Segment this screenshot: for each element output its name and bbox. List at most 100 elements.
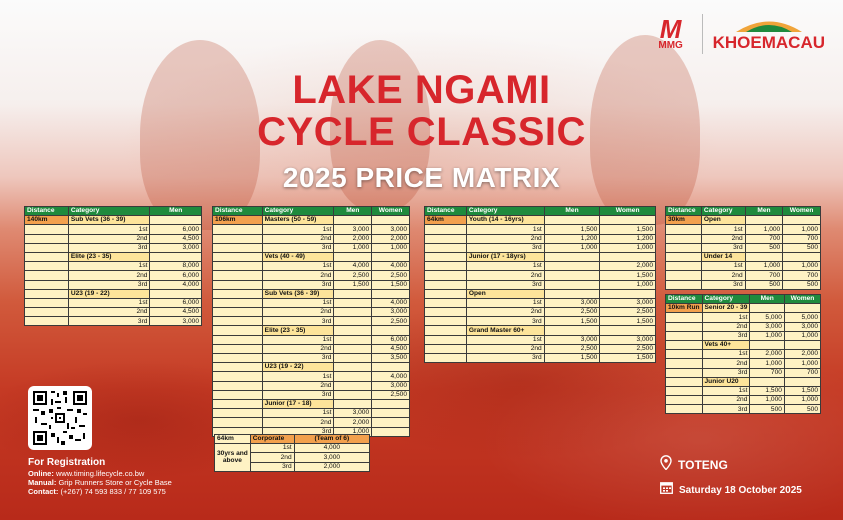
- distance-cell: [212, 307, 263, 318]
- men-prize-cell: [333, 297, 373, 309]
- men-prize-cell: 3,000: [333, 408, 373, 419]
- distance-cell: [665, 321, 703, 332]
- place-cell: 1st: [261, 371, 335, 382]
- women-prize-cell: 5,000: [783, 312, 822, 323]
- place-cell: 3rd: [261, 242, 335, 253]
- registration-qr-code[interactable]: [28, 386, 92, 450]
- table-row: 1st 5,000 5,000: [665, 312, 822, 323]
- distance-cell: [665, 312, 703, 323]
- men-prize-cell: [333, 307, 373, 318]
- table-row: 3rd 500 500: [665, 279, 821, 290]
- distance-cell: [665, 367, 703, 378]
- distance-cell: [424, 316, 467, 327]
- women-prize-cell: 3,000: [783, 321, 822, 332]
- distance-cell: [424, 334, 467, 345]
- cyclist-silhouette-left: [140, 40, 260, 230]
- men-prize-cell: 6,000: [149, 224, 202, 235]
- category-cell: Junior U20: [701, 376, 751, 387]
- table-row: 1st 3,000 3,000: [212, 224, 410, 235]
- men-prize-cell: [333, 352, 373, 364]
- distance-cell: [212, 251, 263, 263]
- table-row: 2nd 700 700: [665, 270, 821, 281]
- place-cell: 1st: [261, 261, 335, 272]
- place-cell: 2nd: [701, 321, 751, 332]
- title-line-1: LAKE NGAMI: [292, 68, 551, 112]
- table-30km: Distance Category Men Women 30km Open 1st 1…: [665, 205, 821, 290]
- women-prize-cell: 1,000: [599, 279, 656, 290]
- men-prize-cell: 4,000: [333, 261, 373, 272]
- col-header-team: (Team of 6): [293, 433, 371, 445]
- women-prize-cell: 2,000: [599, 261, 656, 272]
- men-prize-cell: [149, 251, 202, 263]
- men-prize-cell: [744, 215, 784, 226]
- table-row: 2nd 4,500: [24, 307, 202, 318]
- men-prize-cell: 700: [744, 270, 784, 281]
- women-prize-cell: 500: [782, 279, 821, 290]
- table-64km: Distance Category Men Women 64km Youth (1…: [424, 205, 656, 364]
- place-cell: 1st: [249, 443, 295, 454]
- place-cell: 2nd: [67, 233, 151, 244]
- men-prize-cell: 2,500: [333, 270, 373, 281]
- table-row: 3rd 1,000 1,000: [212, 242, 410, 253]
- place-cell: 1st: [261, 224, 335, 235]
- men-prize-cell: [543, 270, 601, 281]
- category-cell: Grand Master 60+: [465, 325, 545, 336]
- women-prize-cell: [599, 251, 656, 263]
- place-cell: 1st: [465, 334, 545, 345]
- men-prize-cell: [333, 362, 373, 373]
- table-row: U23 (19 - 22): [24, 288, 202, 299]
- col-header-category: Category: [67, 205, 151, 217]
- distance-cell: [24, 251, 69, 263]
- distance-cell: [424, 233, 467, 244]
- table-row: 2nd 6,000: [24, 270, 202, 281]
- distance-cell: [212, 279, 263, 290]
- table-row: 1st 1,500 1,500: [424, 224, 656, 235]
- place-cell: 2nd: [700, 233, 746, 244]
- men-prize-cell: 1,000: [333, 242, 373, 253]
- men-prize-cell: 1,500: [543, 316, 601, 327]
- table-row: 2nd 2,500 2,500: [424, 307, 656, 318]
- table-row: 1st 1,000 1,000: [665, 224, 821, 235]
- men-prize-cell: 700: [749, 367, 785, 378]
- table-row: 3rd 1,500 1,500: [424, 352, 656, 364]
- category-cell: U23 (19 - 22): [261, 362, 335, 373]
- category-cell: Vets 40+: [701, 339, 751, 351]
- men-prize-cell: [543, 325, 601, 336]
- place-cell: 3rd: [465, 279, 545, 290]
- category-cell: Vets (40 - 49): [261, 251, 335, 263]
- table-row: Sub Vets (36 - 39): [212, 288, 410, 299]
- distance-cell: [212, 316, 263, 327]
- table-row: 1st 6,000: [24, 297, 202, 309]
- men-prize-cell: 2,500: [543, 307, 601, 318]
- table-row: 2nd 3,000: [212, 307, 410, 318]
- women-prize-cell: 1,500: [599, 270, 656, 281]
- registration-url-link[interactable]: www.timing.lifecycle.co.bw: [55, 469, 145, 478]
- distance-cell: [665, 358, 703, 369]
- men-prize-cell: [749, 339, 785, 351]
- women-prize-cell: 3,000: [371, 224, 410, 235]
- table-row: Elite (23 - 35): [212, 325, 410, 336]
- men-prize-cell: 1,500: [543, 352, 601, 364]
- men-prize-cell: [543, 261, 601, 272]
- col-header-category: Category: [465, 205, 545, 217]
- table-row: 2nd 4,500: [212, 343, 410, 355]
- place-cell: 2nd: [701, 358, 751, 369]
- category-cell: Sub Vets (36 - 39): [261, 288, 335, 299]
- women-prize-cell: 1,200: [599, 233, 656, 244]
- place-cell: 2nd: [700, 270, 746, 281]
- table-row: 30yrs and above 1st 4,000: [214, 443, 371, 472]
- distance-cell: [424, 325, 467, 336]
- place-cell: 3rd: [261, 389, 335, 400]
- table-row: 64km Youth (14 - 16yrs): [424, 215, 656, 226]
- table-row: 1st 1,500 1,500: [665, 385, 822, 397]
- place-cell: 3rd: [465, 316, 545, 327]
- distance-cell: [424, 352, 467, 364]
- table-140km: Distance Category Men 140km Sub Vets (36 …: [24, 205, 202, 327]
- distance-cell: [212, 362, 263, 373]
- table-row: 3rd 3,000: [24, 316, 202, 327]
- event-location: TOTENG: [678, 458, 728, 472]
- col-header-corporate: Corporate: [249, 433, 295, 445]
- men-prize-cell: 500: [744, 242, 784, 253]
- table-row: 1st 6,000: [24, 224, 202, 235]
- distance-cell: [24, 242, 69, 253]
